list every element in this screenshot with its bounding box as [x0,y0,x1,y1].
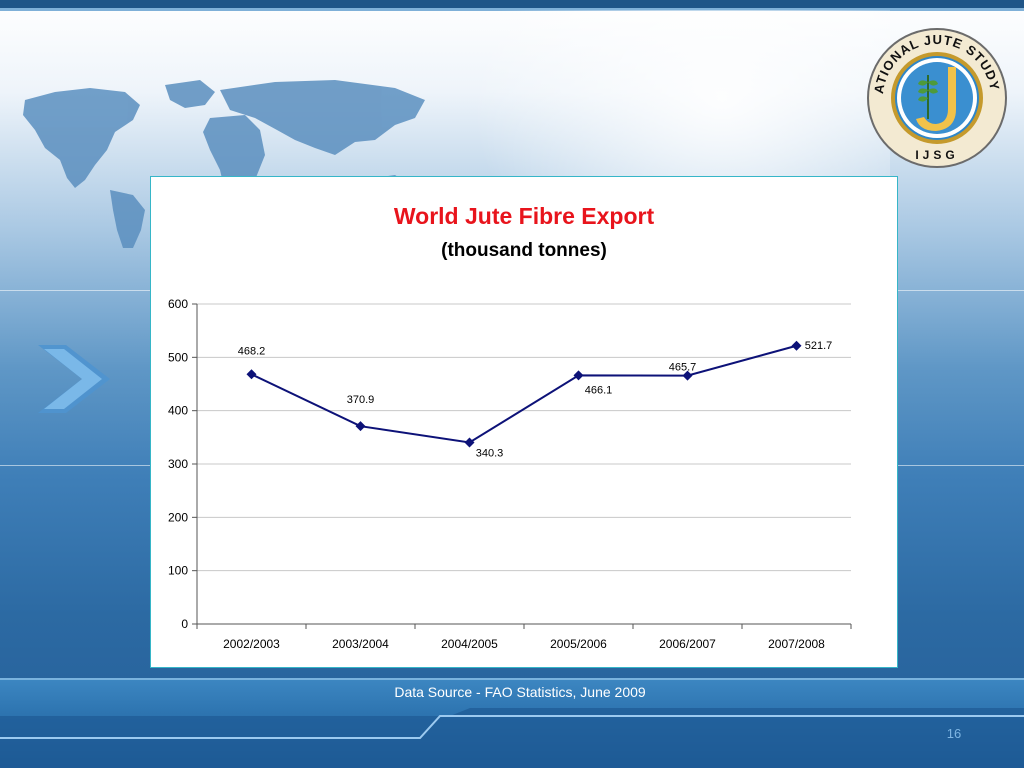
data-label: 468.2 [238,345,266,357]
x-tick-label: 2002/2003 [223,637,280,651]
y-tick-label: 100 [168,564,188,578]
y-tick-label: 300 [168,457,188,471]
data-source-note: Data Source - FAO Statistics, June 2009 [394,684,646,700]
data-point-marker [355,421,366,432]
x-tick-label: 2003/2004 [332,637,389,651]
ijsg-logo: INTERNATIONAL JUTE STUDY GROUP IJSG [866,27,1007,168]
y-tick-label: 0 [181,617,188,631]
top-bar [0,0,1024,8]
x-tick-label: 2005/2006 [550,637,607,651]
y-tick-label: 500 [168,350,188,364]
logo-abbrev-text: IJSG [915,148,958,162]
y-tick-label: 600 [168,297,188,311]
footer-top-line [0,678,1024,680]
data-label: 465.7 [669,362,697,374]
x-tick-label: 2006/2007 [659,637,716,651]
data-point-marker [464,437,475,448]
chevron-arrow-icon [38,345,110,413]
data-label: 521.7 [805,340,833,352]
line-chart: 0 100 200 300 400 500 600 2002/2003 2003/2004 200… [168,297,852,651]
chart-subtitle: (thousand tonnes) [441,240,607,261]
series-line [251,344,797,444]
footer-decoration [0,708,1024,768]
data-point-marker [791,340,802,351]
page-number: 16 [946,726,962,741]
data-point-marker [246,369,257,380]
x-tick-label: 2004/2005 [441,637,498,651]
chart-title: World Jute Fibre Export [393,203,655,229]
top-bar-highlight [0,8,1024,11]
data-label: 340.3 [476,448,504,460]
y-tick-label: 400 [168,404,188,418]
data-label: 466.1 [585,384,613,396]
data-point-marker [682,370,693,381]
x-tick-label: 2007/2008 [768,637,825,651]
chart-panel: World Jute Fibre Export (thousand tonnes… [150,176,898,668]
y-tick-label: 200 [168,510,188,524]
data-point-marker [573,370,584,381]
data-label: 370.9 [347,394,375,406]
